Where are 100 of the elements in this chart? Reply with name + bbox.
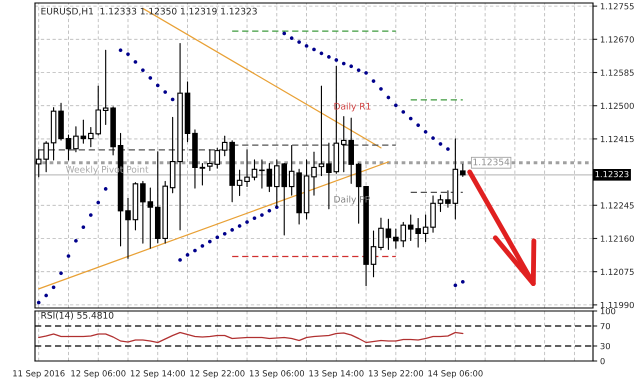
candlestick bbox=[102, 50, 108, 126]
point bbox=[334, 58, 338, 62]
candlestick bbox=[80, 120, 86, 144]
point bbox=[379, 87, 383, 91]
point bbox=[59, 271, 63, 276]
point bbox=[438, 142, 442, 146]
point bbox=[349, 64, 354, 68]
candlestick bbox=[148, 188, 154, 249]
candlestick bbox=[326, 142, 332, 210]
point bbox=[327, 55, 331, 59]
point bbox=[408, 116, 413, 120]
point bbox=[156, 84, 160, 88]
point bbox=[268, 208, 272, 213]
x-tick-label: 13 Sep 06:00 bbox=[250, 370, 304, 378]
y-tick-label: 30 bbox=[600, 342, 610, 350]
point bbox=[342, 62, 346, 66]
x-tick-label: 14 Sep 06:00 bbox=[428, 370, 483, 378]
candlestick bbox=[43, 141, 49, 172]
x-tick-label: 11 Sep 2016 bbox=[13, 370, 65, 378]
point bbox=[163, 90, 168, 94]
y-tick-label: 1.12755 bbox=[600, 3, 634, 10]
point bbox=[230, 228, 234, 232]
point bbox=[134, 60, 138, 64]
point bbox=[446, 147, 450, 151]
point bbox=[208, 240, 212, 244]
y-tick-label: 1.12415 bbox=[600, 136, 634, 142]
point bbox=[74, 238, 78, 243]
y-tick-label: 0 bbox=[600, 358, 605, 364]
candlestick bbox=[266, 162, 272, 192]
point bbox=[148, 76, 152, 80]
candlestick bbox=[207, 149, 213, 172]
point bbox=[126, 52, 130, 56]
candlestick bbox=[415, 218, 421, 248]
candlestick bbox=[318, 86, 324, 176]
x-tick-label: 12 Sep 22:00 bbox=[190, 370, 245, 378]
point bbox=[431, 136, 435, 140]
y-tick-label: 1.11990 bbox=[600, 302, 634, 308]
point bbox=[386, 96, 390, 100]
point bbox=[186, 253, 190, 257]
y-tick-label: 1.12075 bbox=[600, 268, 634, 275]
candlestick bbox=[422, 214, 428, 242]
point bbox=[424, 130, 428, 134]
candlestick bbox=[408, 214, 414, 241]
y-tick-label: 1.12500 bbox=[600, 102, 634, 109]
point bbox=[193, 248, 197, 252]
candlestick bbox=[460, 164, 466, 177]
point bbox=[200, 244, 204, 248]
y-tick-label: 1.12670 bbox=[600, 36, 634, 43]
candlestick bbox=[274, 159, 280, 208]
y-tick-label: 100 bbox=[600, 308, 616, 314]
x-tick-label: 13 Sep 22:00 bbox=[368, 370, 424, 378]
point bbox=[460, 280, 465, 284]
candlestick bbox=[393, 228, 399, 249]
candlestick bbox=[95, 86, 102, 136]
point bbox=[238, 224, 242, 228]
point bbox=[312, 48, 316, 52]
candlestick bbox=[288, 144, 294, 196]
point bbox=[245, 220, 249, 224]
point bbox=[44, 294, 48, 298]
ref-line-label: 1.12323 bbox=[596, 170, 628, 178]
candlestick bbox=[400, 222, 406, 248]
point bbox=[372, 79, 376, 83]
point bbox=[141, 68, 145, 72]
point bbox=[454, 284, 458, 288]
candlestick bbox=[222, 136, 228, 156]
line-series bbox=[38, 332, 464, 344]
point bbox=[297, 40, 301, 44]
point bbox=[304, 44, 308, 48]
candlestick bbox=[386, 218, 392, 250]
chart-title: RSI(14) 55.4810 bbox=[41, 312, 114, 320]
y-tick-label: 70 bbox=[600, 322, 610, 330]
point bbox=[364, 71, 368, 75]
x-tick-label: 13 Sep 14:00 bbox=[309, 370, 364, 378]
y-tick-label: 1.12160 bbox=[600, 235, 634, 242]
point bbox=[36, 300, 41, 304]
point bbox=[52, 285, 56, 290]
point bbox=[96, 200, 100, 204]
point bbox=[118, 48, 122, 52]
candlestick bbox=[236, 170, 242, 196]
point bbox=[82, 225, 86, 229]
point bbox=[104, 187, 108, 191]
point bbox=[178, 258, 182, 262]
x-tick-label: 12 Sep 14:00 bbox=[130, 370, 186, 378]
candlestick bbox=[356, 162, 362, 224]
point bbox=[252, 216, 256, 220]
point bbox=[222, 232, 227, 236]
candlestick bbox=[88, 127, 94, 148]
point bbox=[282, 32, 286, 36]
point bbox=[66, 254, 70, 258]
point bbox=[260, 213, 264, 217]
candlestick bbox=[348, 118, 354, 184]
point bbox=[215, 235, 220, 240]
point bbox=[170, 98, 174, 102]
point bbox=[356, 68, 360, 72]
x-tick-label: 12 Sep 06:00 bbox=[71, 370, 126, 378]
point bbox=[320, 52, 324, 56]
candlestick bbox=[281, 162, 288, 236]
point bbox=[88, 213, 93, 217]
ref-line-label: 1.12354 bbox=[473, 158, 510, 166]
candlestick bbox=[340, 116, 347, 172]
